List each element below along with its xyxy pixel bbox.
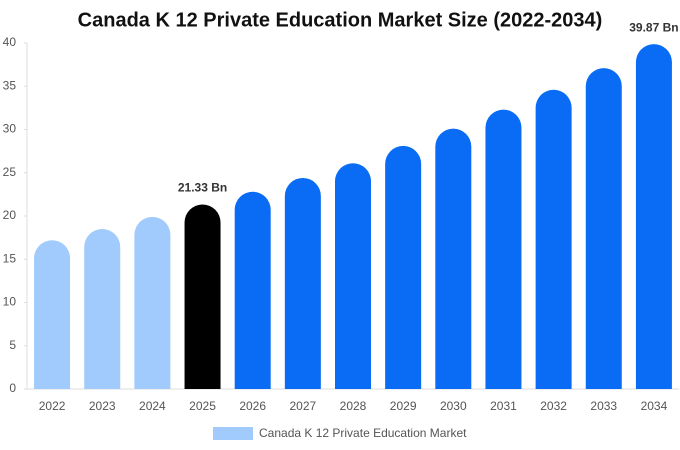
- x-tick-label: 2027: [289, 399, 316, 413]
- chart-title: Canada K 12 Private Education Market Siz…: [78, 9, 603, 31]
- bar: [535, 89, 572, 389]
- x-tick-label: 2033: [590, 399, 617, 413]
- y-tick-label: 15: [3, 251, 17, 265]
- bar: [635, 44, 672, 389]
- bar: [485, 109, 522, 389]
- y-tick-label: 10: [3, 295, 17, 309]
- legend-swatch: [213, 427, 253, 440]
- bar: [34, 240, 71, 389]
- bar: [335, 163, 371, 389]
- bar: [435, 128, 472, 389]
- value-label: 39.87 Bn: [629, 20, 678, 34]
- bar: [585, 68, 622, 390]
- y-tick-label: 30: [3, 122, 17, 136]
- y-tick-label: 5: [9, 338, 16, 352]
- x-tick-label: 2022: [39, 399, 66, 413]
- x-tick-label: 2034: [641, 399, 668, 413]
- x-tick-label: 2028: [340, 399, 367, 413]
- x-tick-label: 2026: [239, 399, 266, 413]
- x-tick-label: 2024: [139, 399, 166, 413]
- bar: [284, 177, 321, 389]
- y-tick-label: 0: [9, 381, 16, 395]
- x-tick-label: 2029: [390, 399, 417, 413]
- bar: [234, 191, 271, 389]
- y-tick-label: 40: [3, 35, 17, 49]
- value-label: 21.33 Bn: [178, 181, 227, 195]
- bar: [84, 228, 121, 389]
- bar: [385, 145, 422, 389]
- x-tick-label: 2025: [189, 399, 216, 413]
- legend-label: Canada K 12 Private Education Market: [259, 426, 467, 440]
- x-tick-label: 2030: [440, 399, 467, 413]
- y-tick-label: 25: [3, 165, 17, 179]
- y-tick-label: 35: [3, 78, 17, 92]
- y-tick-label: 20: [3, 208, 17, 222]
- x-tick-label: 2032: [540, 399, 567, 413]
- x-tick-label: 2023: [89, 399, 116, 413]
- bar: [134, 216, 171, 389]
- bar: [184, 204, 221, 389]
- x-tick-label: 2031: [490, 399, 517, 413]
